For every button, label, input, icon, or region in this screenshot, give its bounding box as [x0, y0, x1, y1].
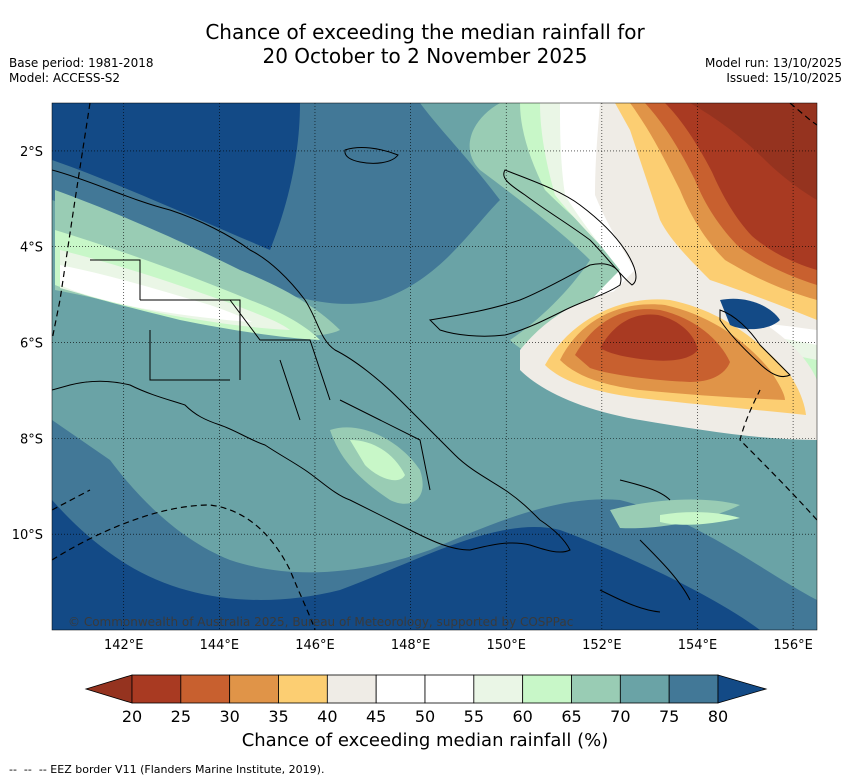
field-20	[690, 103, 817, 200]
colorbar-label: 75	[659, 707, 679, 726]
model-name: Model: ACCESS-S2	[9, 71, 121, 85]
coastlines	[52, 147, 791, 613]
longitude-labels: 142°E 144°E 146°E 148°E 150°E 152°E 154°E 156°E	[104, 638, 813, 653]
latitude-label: 2°S	[20, 145, 43, 160]
colorbar-swatch	[326, 674, 377, 704]
map-title: Chance of exceeding the median rainfall …	[0, 20, 850, 68]
new-ireland-coast	[503, 169, 637, 286]
colorbar-high-extend	[717, 674, 768, 704]
title-line-1: Chance of exceeding the median rainfall …	[205, 20, 645, 44]
latitude-labels: 2°S 4°S 6°S 8°S 10°S	[12, 145, 43, 543]
new-britain-coast	[428, 263, 622, 337]
eez-legend-line: -- --	[9, 763, 39, 776]
colorbar-swatch	[131, 674, 182, 704]
colorbar-swatch	[668, 674, 719, 704]
colorbar-label: 55	[464, 707, 484, 726]
map-credit: © Commonwealth of Australia 2025, Bureau…	[68, 615, 573, 629]
longitude-label: 142°E	[104, 638, 144, 653]
colorbar-swatch	[571, 674, 621, 704]
colorbar-low-extend	[84, 674, 133, 704]
eez-borders	[52, 103, 817, 630]
colorbar-label: 65	[561, 707, 581, 726]
longitude-label: 152°E	[582, 638, 622, 653]
longitude-label: 154°E	[678, 638, 718, 653]
colorbar-label: 35	[268, 707, 288, 726]
longitude-label: 150°E	[486, 638, 526, 653]
manus-coast	[344, 147, 399, 164]
eez-legend-text: -- EEZ border V11 (Flanders Marine Insti…	[38, 763, 325, 776]
map-frame	[51, 102, 818, 631]
colorbar-label: 60	[512, 707, 532, 726]
colorbar-label: 20	[122, 707, 142, 726]
colorbar-label: 25	[171, 707, 191, 726]
colorbar-label: 30	[219, 707, 239, 726]
colorbar-swatch	[278, 674, 328, 704]
latitude-label: 6°S	[20, 337, 43, 352]
colorbar-label: 70	[610, 707, 630, 726]
colorbar-label: 50	[415, 707, 435, 726]
latitude-label: 4°S	[20, 241, 43, 256]
longitude-label: 148°E	[391, 638, 431, 653]
gridlines	[52, 103, 817, 630]
latitude-label: 8°S	[20, 432, 43, 447]
colorbar-label: 45	[366, 707, 386, 726]
colorbar-swatch	[229, 674, 279, 704]
colorbar-swatch	[619, 674, 670, 704]
field-80-patch	[720, 298, 780, 330]
colorbar-swatch	[424, 674, 475, 704]
longitude-label: 144°E	[200, 638, 240, 653]
model-run: Model run: 13/10/2025	[704, 56, 842, 70]
longitude-label: 146°E	[295, 638, 335, 653]
new-guinea-coast	[52, 169, 571, 553]
colorbar-swatch	[180, 674, 231, 704]
rainfall-field	[52, 103, 817, 630]
title-line-2: 20 October to 2 November 2025	[262, 44, 588, 68]
issued-date: Issued: 15/10/2025	[726, 71, 842, 85]
colorbar-swatch	[522, 674, 572, 704]
colorbar-title: Chance of exceeding median rainfall (%)	[241, 730, 609, 751]
colorbar-swatch	[473, 674, 524, 704]
eez-legend: -- -- -- EEZ border V11 (Flanders Marine…	[9, 763, 324, 776]
colorbar-swatch	[375, 674, 426, 704]
meta-left: Base period: 1981-2018 Model: ACCESS-S2	[9, 56, 154, 86]
colorbar-label: 40	[317, 707, 337, 726]
colorbar-label: 80	[708, 707, 728, 726]
meta-right: Model run: 13/10/2025 Issued: 15/10/2025	[705, 56, 842, 86]
borders	[90, 259, 431, 491]
bougainville-coast	[719, 309, 791, 377]
field-25	[600, 103, 817, 361]
islands-east	[599, 479, 691, 613]
latitude-label: 10°S	[12, 528, 43, 543]
longitude-label: 156°E	[773, 638, 813, 653]
colorbar: 20 25 30 35 40 45 50 55 60 65 70 75 80	[84, 674, 768, 726]
base-period: Base period: 1981-2018	[9, 56, 154, 70]
